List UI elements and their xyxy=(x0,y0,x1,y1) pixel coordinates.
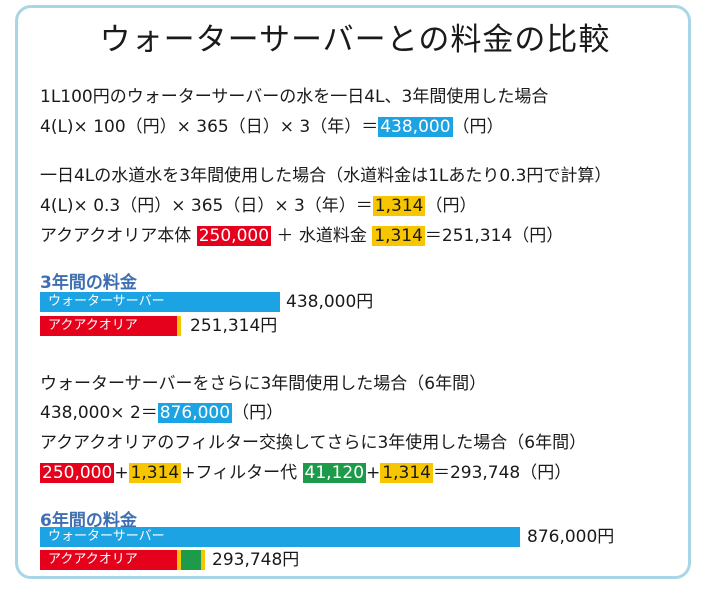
chart-3yr-water-server-value: 438,000円 xyxy=(286,292,374,312)
bar-segment-water xyxy=(177,550,181,570)
extended-aquaqualia-formula: 250,000 +1,314 +フィルター代 41,120 +1,314 ＝293,74… xyxy=(40,461,571,485)
water-server-description: 1L100円のウォーターサーバーの水を一日4L、3年間使用した場合 xyxy=(40,87,549,107)
chart-3yr-water-server-bar: ウォーターサーバー xyxy=(40,292,280,312)
formula-text: 4(L)× 100（円）× 365（日）× 3（年）＝ xyxy=(40,117,379,137)
bar-label: アクアクオリア xyxy=(48,552,138,567)
bar-label: ウォーターサーバー xyxy=(48,529,165,544)
formula-result: ＝251,314（円） xyxy=(424,226,564,246)
formula-text: +フィルター代 xyxy=(181,463,303,483)
chart-6yr-water-server-value: 876,000円 xyxy=(527,527,615,547)
plus-sign: + xyxy=(114,463,129,483)
chart-6yr-heading: 6年間の料金 xyxy=(40,511,137,531)
plus-sign: + xyxy=(366,463,381,483)
chart-6yr-water-server-bar: ウォーターサーバー xyxy=(40,527,520,547)
filter-price-highlight: 41,120 xyxy=(302,463,367,483)
body-price-highlight: 250,000 xyxy=(40,463,115,483)
bar-segment-body xyxy=(40,316,177,336)
formula-result-highlight: 876,000 xyxy=(157,403,233,423)
water-price-highlight: 1,314 xyxy=(128,463,182,483)
water-server-formula: 4(L)× 100（円）× 365（日）× 3（年）＝ 438,000 （円） xyxy=(40,115,504,139)
formula-result: ＝293,748（円） xyxy=(432,463,572,483)
chart-6yr-aquaqualia-bar: アクアクオリア xyxy=(40,550,205,570)
tap-water-description: 一日4Lの水道水を3年間使用した場合（水道料金は1Lあたり0.3円で計算） xyxy=(40,166,612,186)
water-price-highlight: 1,314 xyxy=(372,226,425,246)
formula-result-highlight: 1,314 xyxy=(372,196,426,216)
aquaqualia-total-formula: アクアクオリア本体 250,000 ＋ 水道料金 1,314 ＝251,314（円… xyxy=(40,224,563,248)
chart-3yr-heading: 3年間の料金 xyxy=(40,273,137,293)
extended-water-server-formula: 438,000× 2＝ 876,000 （円） xyxy=(40,401,283,425)
formula-result-highlight: 438,000 xyxy=(378,117,453,137)
bar-label: ウォーターサーバー xyxy=(48,294,165,309)
extended-water-server-description: ウォーターサーバーをさらに3年間使用した場合（6年間） xyxy=(40,374,487,394)
bar-segment-water xyxy=(201,550,205,570)
chart-3yr-aquaqualia-value: 251,314円 xyxy=(190,316,278,336)
bar-segment-body xyxy=(40,550,177,570)
water-price-highlight: 1,314 xyxy=(380,463,433,483)
formula-unit: （円） xyxy=(232,403,284,423)
formula-text: アクアクオリア本体 xyxy=(40,226,197,246)
page-title: ウォーターサーバーとの料金の比較 xyxy=(99,22,611,58)
formula-unit: （円） xyxy=(425,196,477,216)
chart-6yr-aquaqualia-value: 293,748円 xyxy=(212,550,300,570)
tap-water-formula: 4(L)× 0.3（円）× 365（日）× 3（年）＝ 1,314 （円） xyxy=(40,194,476,218)
formula-text: 438,000× 2＝ xyxy=(40,403,158,423)
extended-aquaqualia-description: アクアクオリアのフィルター交換してさらに3年使用した場合（6年間） xyxy=(40,433,587,453)
bar-label: アクアクオリア xyxy=(48,318,138,333)
formula-text: ＋ 水道料金 xyxy=(271,226,373,246)
formula-unit: （円） xyxy=(452,117,504,137)
chart-3yr-aquaqualia-bar: アクアクオリア xyxy=(40,316,183,336)
formula-text: 4(L)× 0.3（円）× 365（日）× 3（年）＝ xyxy=(40,196,373,216)
bar-segment-filter xyxy=(181,550,201,570)
body-price-highlight: 250,000 xyxy=(196,226,272,246)
bar-segment-water xyxy=(177,316,181,336)
